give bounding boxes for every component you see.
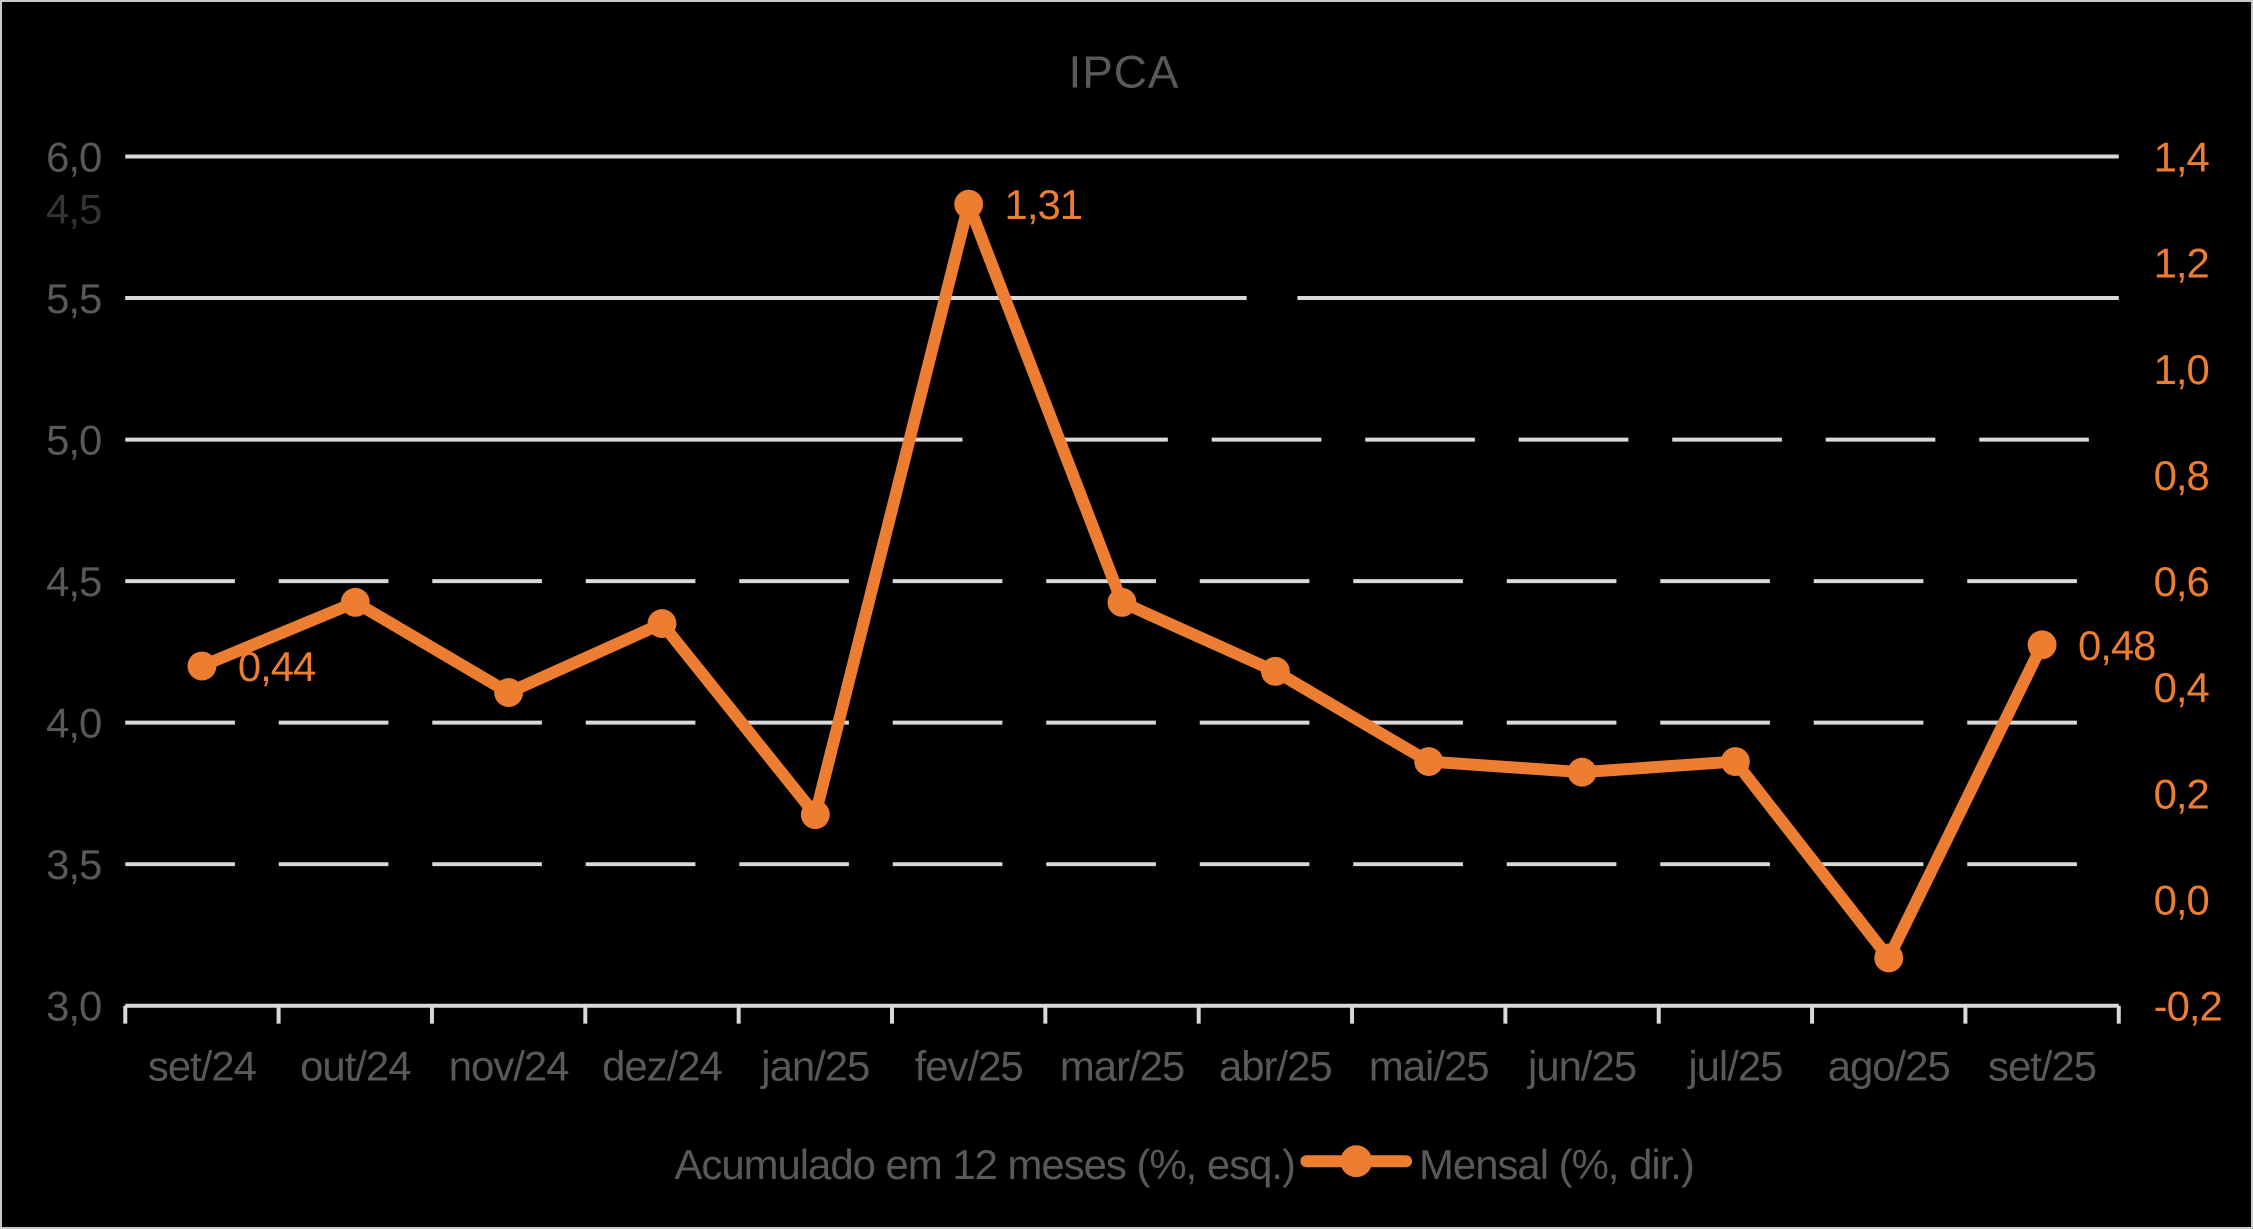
data-point-mar-25 [1107,587,1137,617]
data-point-jun-25 [1567,757,1597,787]
right-axis-label-0-6: 0,6 [2154,558,2209,605]
left-axis-label-5-0: 5,0 [46,417,101,464]
left-axis-label-3-0: 3,0 [46,983,101,1030]
data-point-ago-25 [1874,943,1904,973]
x-axis-label-mar-25: mar/25 [1060,1042,1184,1089]
right-axis-label-0-4: 0,4 [2154,664,2210,711]
right-axis-label-0-2: 0,2 [2154,770,2209,817]
chart-title: IPCA [1069,46,1180,98]
legend-label-acumulado: Acumulado em 12 meses (%, esq.) [674,1141,1295,1188]
data-point-jan-25 [800,800,830,830]
data-label-0-48: 0,48 [2078,622,2155,669]
data-point-abr-25 [1260,656,1290,686]
data-label-1-31: 1,31 [1005,181,1082,228]
axes-layer: 6,05,55,04,54,03,53,01,41,21,00,80,60,40… [46,133,2223,1089]
data-point-dez-24 [647,609,677,639]
gridlines-layer [125,154,2119,867]
right-axis-label-1-2: 1,2 [2154,240,2209,287]
right-axis-label-1-4: 1,4 [2154,133,2210,180]
x-axis-label-ago-25: ago/25 [1828,1042,1950,1089]
x-axis-label-jan-25: jan/25 [759,1042,869,1089]
legend: Acumulado em 12 meses (%, esq.) Mensal (… [555,1141,1695,1188]
data-point-set-24 [187,651,217,681]
x-axis-label-dez-24: dez/24 [602,1042,722,1089]
x-axis-label-fev-25: fev/25 [915,1042,1023,1089]
data-point-fev-25 [954,189,984,219]
right-axis-label-1-0: 1,0 [2154,346,2209,393]
legend-label-mensal: Mensal (%, dir.) [1419,1141,1694,1188]
left-axis-label-4-5: 4,5 [46,558,101,605]
x-axis-label-out-24: out/24 [300,1042,411,1089]
left-axis-label-5-5: 5,5 [46,275,101,322]
x-axis-label-jun-25: jun/25 [1526,1042,1636,1089]
ghost-axis-label-artifact: 4,5 [46,185,101,232]
left-axis-label-6-0: 6,0 [46,133,101,180]
data-labels-layer: 0,44 1,31 0,48 [238,181,2157,690]
x-axis-label-abr-25: abr/25 [1219,1042,1332,1089]
mensal-swatch-marker [1340,1145,1373,1178]
data-point-jul-25 [1720,747,1750,777]
x-axis-label-nov-24: nov/24 [449,1042,569,1089]
data-label-0-44: 0,44 [238,643,316,690]
x-axis-label-mai-25: mai/25 [1369,1042,1489,1089]
legend-item-mensal: Mensal (%, dir.) [1300,1141,1695,1188]
data-point-set-25 [2027,630,2057,660]
right-axis-label-0-0: 0,0 [2154,877,2209,924]
x-axis-label-set-25: set/25 [1988,1042,2096,1089]
data-point-nov-24 [494,678,524,708]
x-axis-label-set-24: set/24 [148,1042,257,1089]
left-axis-label-4-0: 4,0 [46,700,101,747]
acumulado-swatch-marker [596,1146,627,1177]
data-point-out-24 [340,587,370,617]
right-axis-label-0-8: 0,8 [2154,452,2209,499]
legend-item-acumulado: Acumulado em 12 meses (%, esq.) [555,1141,1296,1188]
right-axis-label--0-2: -0,2 [2154,983,2222,1030]
series-layer [187,189,2057,973]
data-point-mai-25 [1414,747,1444,777]
x-axis-label-jul-25: jul/25 [1686,1042,1782,1089]
left-axis-label-3-5: 3,5 [46,841,101,888]
